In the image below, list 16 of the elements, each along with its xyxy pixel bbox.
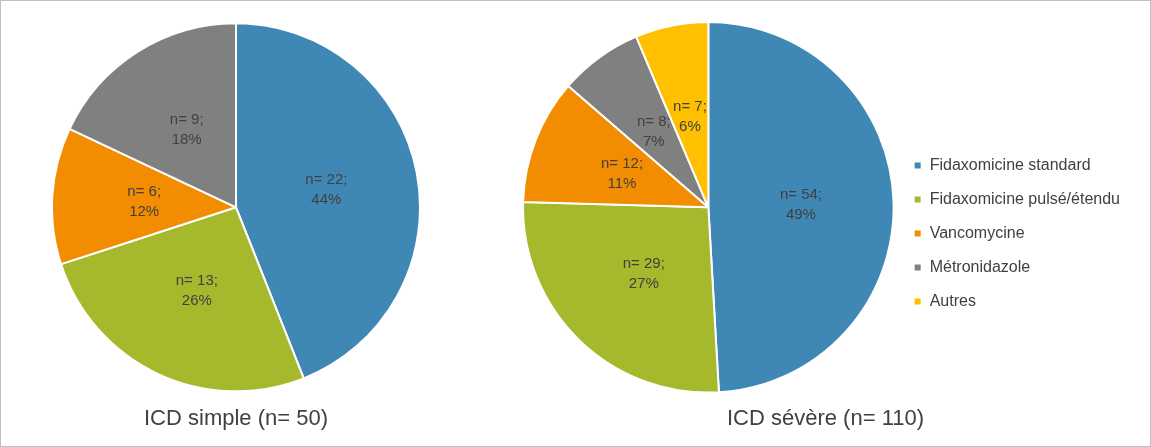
data-label: n= 7; 6% (673, 96, 707, 134)
data-label: n= 9; 18% (169, 109, 204, 147)
text: ICD simple (n= 50) (143, 404, 329, 430)
data-label: n= 54; 49% (779, 184, 823, 222)
legend-label: Autres (929, 291, 976, 309)
data-label: n= 13; 26% (175, 270, 218, 308)
data-label: n= 12; 11% (600, 153, 644, 191)
legend-label: Fidaxomicine pulsé/étendu (929, 189, 1121, 207)
text: ICD sévère (n= 110) (726, 404, 925, 430)
data-label: n= 29; 27% (622, 253, 665, 291)
data-label: n= 22; 44% (305, 170, 348, 208)
legend-label: Vancomycine (929, 223, 1025, 241)
legend-label: Fidaxomicine standard (929, 155, 1091, 173)
data-label: n= 6; 12% (127, 181, 162, 219)
data-label: n= 8; 7% (636, 112, 671, 150)
legend-label: Métronidazole (929, 257, 1031, 275)
